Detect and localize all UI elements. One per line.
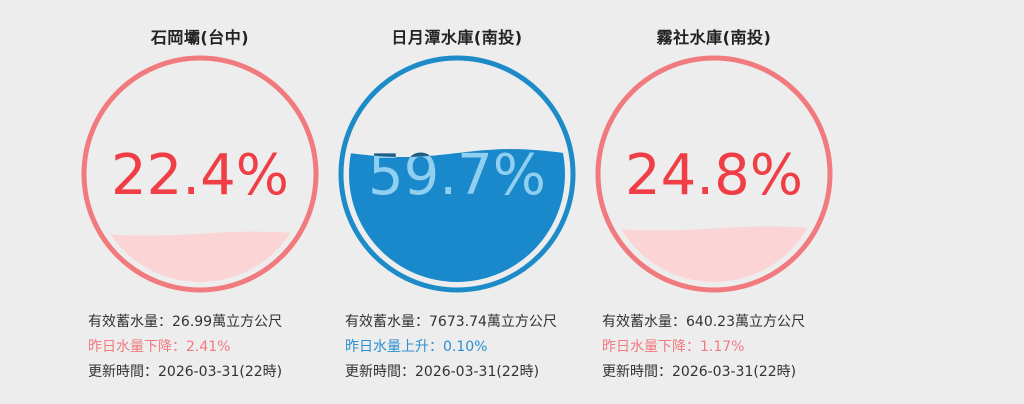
storage-label: 有效蓄水量： bbox=[88, 314, 172, 330]
reservoir-info: 有效蓄水量：26.99萬立方公尺 昨日水量下降：2.41% 更新時間：2026-… bbox=[88, 310, 328, 385]
storage-line: 有效蓄水量：640.23萬立方公尺 bbox=[602, 310, 842, 335]
water-fill bbox=[349, 149, 565, 282]
reservoir-info: 有效蓄水量：7673.74萬立方公尺 昨日水量上升：0.10% 更新時間：202… bbox=[345, 310, 585, 385]
change-line: 昨日水量上升：0.10% bbox=[345, 335, 585, 360]
water-level-gauge: 22.4% bbox=[80, 54, 320, 294]
update-line: 更新時間：2026-03-31(22時) bbox=[345, 360, 585, 385]
storage-line: 有效蓄水量：26.99萬立方公尺 bbox=[88, 310, 328, 335]
update-value: 2026-03-31(22時) bbox=[672, 364, 797, 380]
change-label: 昨日水量下降： bbox=[88, 339, 186, 355]
reservoir-info: 有效蓄水量：640.23萬立方公尺 昨日水量下降：1.17% 更新時間：2026… bbox=[602, 310, 842, 385]
water-fill bbox=[606, 226, 822, 282]
reservoir-name: 石岡壩(台中) bbox=[150, 28, 250, 47]
water-level-gauge: 24.8% bbox=[594, 54, 834, 294]
change-value: 2.41% bbox=[186, 339, 231, 355]
reservoir-card-shigang: 石岡壩(台中) 22.4% 有效蓄水量：26.99萬立方公尺 昨日水量下降：2.… bbox=[80, 0, 320, 404]
storage-label: 有效蓄水量： bbox=[345, 314, 429, 330]
change-line: 昨日水量下降：2.41% bbox=[88, 335, 328, 360]
update-label: 更新時間： bbox=[345, 364, 415, 380]
storage-value: 26.99萬立方公尺 bbox=[172, 314, 283, 330]
storage-line: 有效蓄水量：7673.74萬立方公尺 bbox=[345, 310, 585, 335]
update-value: 2026-03-31(22時) bbox=[415, 364, 540, 380]
percent-label: 59.7% bbox=[368, 143, 546, 208]
change-label: 昨日水量上升： bbox=[345, 339, 443, 355]
reservoir-card-wushe: 霧社水庫(南投) 24.8% 有效蓄水量：640.23萬立方公尺 昨日水量下降：… bbox=[594, 0, 834, 404]
storage-label: 有效蓄水量： bbox=[602, 314, 686, 330]
reservoir-name: 日月潭水庫(南投) bbox=[391, 28, 523, 47]
change-line: 昨日水量下降：1.17% bbox=[602, 335, 842, 360]
percent-label-on-water: 59.7% bbox=[368, 143, 546, 208]
gauge-ring bbox=[81, 55, 319, 293]
update-line: 更新時間：2026-03-31(22時) bbox=[88, 360, 328, 385]
gauge-svg: 22.4% bbox=[81, 55, 319, 293]
update-line: 更新時間：2026-03-31(22時) bbox=[602, 360, 842, 385]
water-fill bbox=[92, 231, 308, 282]
water-level-gauge: 59.7% 59.7% bbox=[337, 54, 577, 294]
storage-value: 640.23萬立方公尺 bbox=[686, 314, 805, 330]
reservoir-name: 霧社水庫(南投) bbox=[656, 28, 772, 47]
update-label: 更新時間： bbox=[602, 364, 672, 380]
percent-label: 24.8% bbox=[625, 143, 803, 208]
update-label: 更新時間： bbox=[88, 364, 158, 380]
gauge-svg: 59.7%59.7% bbox=[338, 55, 576, 293]
gauge-svg: 24.8% bbox=[595, 55, 833, 293]
reservoir-card-sunmoonlake: 日月潭水庫(南投) 59.7% 59.7% 有效蓄水量：7673.74萬立方公尺 … bbox=[337, 0, 577, 404]
percent-label: 22.4% bbox=[111, 143, 289, 208]
gauge-ring bbox=[338, 55, 576, 293]
change-value: 0.10% bbox=[443, 339, 488, 355]
update-value: 2026-03-31(22時) bbox=[158, 364, 283, 380]
change-label: 昨日水量下降： bbox=[602, 339, 700, 355]
storage-value: 7673.74萬立方公尺 bbox=[429, 314, 557, 330]
change-value: 1.17% bbox=[700, 339, 745, 355]
gauge-ring bbox=[595, 55, 833, 293]
